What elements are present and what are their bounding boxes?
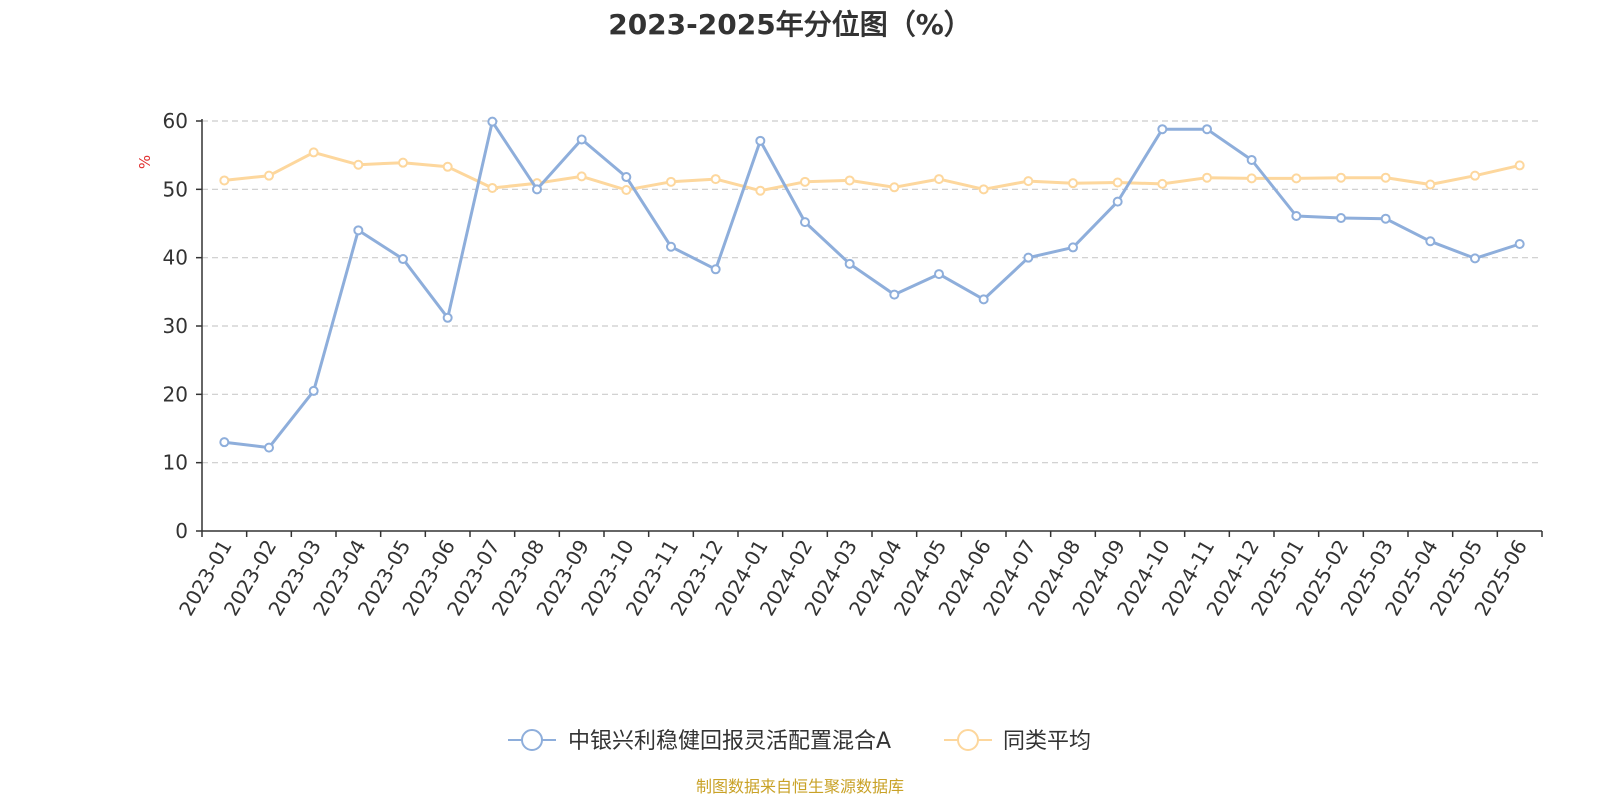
data-point[interactable] xyxy=(219,175,230,186)
data-point[interactable] xyxy=(1202,172,1212,183)
data-point[interactable] xyxy=(1336,172,1346,183)
data-point[interactable] xyxy=(1112,177,1123,188)
series-line xyxy=(224,150,1521,193)
series-line xyxy=(224,120,1521,450)
data-point[interactable] xyxy=(755,185,766,196)
data-point[interactable] xyxy=(710,174,721,185)
data-point[interactable] xyxy=(264,442,274,453)
grid-lines xyxy=(202,120,1542,464)
data-point[interactable] xyxy=(1380,213,1391,224)
axes xyxy=(201,119,1543,537)
data-point[interactable] xyxy=(1291,210,1302,221)
data-point[interactable] xyxy=(1514,160,1525,171)
legend-marker xyxy=(521,729,543,751)
data-point[interactable] xyxy=(576,134,587,145)
data-point[interactable] xyxy=(889,289,900,300)
data-point[interactable] xyxy=(308,147,319,158)
data-point[interactable] xyxy=(1023,252,1034,263)
data-point[interactable] xyxy=(308,385,319,396)
data-point[interactable] xyxy=(1068,178,1078,189)
data-point[interactable] xyxy=(353,225,364,236)
y-tick-label: 60 xyxy=(163,109,188,133)
data-point[interactable] xyxy=(978,294,989,305)
data-point[interactable] xyxy=(442,312,453,323)
legend-label: 中银兴利稳健回报灵活配置混合A xyxy=(568,729,891,754)
data-point[interactable] xyxy=(978,184,989,195)
data-point[interactable] xyxy=(1336,213,1346,224)
legend-label: 同类平均 xyxy=(1003,729,1091,754)
data-point[interactable] xyxy=(1202,124,1212,135)
data-point[interactable] xyxy=(844,258,855,269)
y-tick-label: 30 xyxy=(163,314,188,338)
y-tick-label: 20 xyxy=(163,382,188,406)
data-point[interactable] xyxy=(1425,236,1436,247)
data-point[interactable] xyxy=(1470,170,1480,181)
y-axis-label: % xyxy=(136,155,154,169)
chart-title: 2023-2025年分位图（%） xyxy=(608,8,972,41)
data-point[interactable] xyxy=(800,176,810,187)
data-point[interactable] xyxy=(398,254,408,265)
y-tick-labels: 0 10 20 30 40 50 60 xyxy=(163,109,202,543)
data-point[interactable] xyxy=(800,217,810,228)
data-point[interactable] xyxy=(1068,242,1078,253)
data-point[interactable] xyxy=(1157,124,1168,135)
data-point[interactable] xyxy=(666,241,676,252)
data-point[interactable] xyxy=(576,171,587,182)
data-point[interactable] xyxy=(264,170,274,181)
data-point[interactable] xyxy=(844,175,855,186)
data-point[interactable] xyxy=(1246,173,1257,184)
legend-item[interactable]: 中银兴利稳健回报灵活配置混合A xyxy=(508,729,891,754)
data-point[interactable] xyxy=(889,182,900,193)
data-point[interactable] xyxy=(353,159,364,170)
legend-marker xyxy=(957,729,979,751)
data-point[interactable] xyxy=(487,182,498,193)
series-group xyxy=(219,147,1525,196)
data-point[interactable] xyxy=(487,116,498,127)
data-point[interactable] xyxy=(621,185,632,196)
y-tick-label: 50 xyxy=(163,177,188,201)
data-point[interactable] xyxy=(442,161,453,172)
data-point[interactable] xyxy=(755,135,766,146)
data-point[interactable] xyxy=(219,437,230,448)
y-tick-label: 0 xyxy=(175,519,188,543)
data-point[interactable] xyxy=(710,264,721,275)
data-point[interactable] xyxy=(1291,173,1302,184)
data-point[interactable] xyxy=(666,176,676,187)
data-point[interactable] xyxy=(1112,196,1123,207)
data-point[interactable] xyxy=(934,174,944,185)
data-point[interactable] xyxy=(1157,178,1168,189)
legend-item[interactable]: 同类平均 xyxy=(944,729,1091,754)
data-point[interactable] xyxy=(1023,176,1034,187)
series-group xyxy=(219,116,1525,453)
data-point[interactable] xyxy=(1514,239,1525,249)
data-point[interactable] xyxy=(1380,172,1391,183)
data-point[interactable] xyxy=(532,184,542,195)
y-tick-label: 40 xyxy=(163,246,188,270)
legend[interactable]: 中银兴利稳健回报灵活配置混合A 同类平均 xyxy=(508,729,1091,754)
data-point[interactable] xyxy=(934,269,944,280)
x-tick-labels: 2023-012023-022023-032023-042023-052023-… xyxy=(174,536,1532,620)
y-tick-label: 10 xyxy=(163,451,188,475)
data-point[interactable] xyxy=(1425,179,1436,190)
data-point[interactable] xyxy=(621,172,632,183)
series xyxy=(219,116,1525,453)
source-note: 制图数据来自恒生聚源数据库 xyxy=(696,777,904,796)
data-point[interactable] xyxy=(1470,253,1480,264)
data-point[interactable] xyxy=(398,157,408,168)
data-point[interactable] xyxy=(1246,154,1257,165)
